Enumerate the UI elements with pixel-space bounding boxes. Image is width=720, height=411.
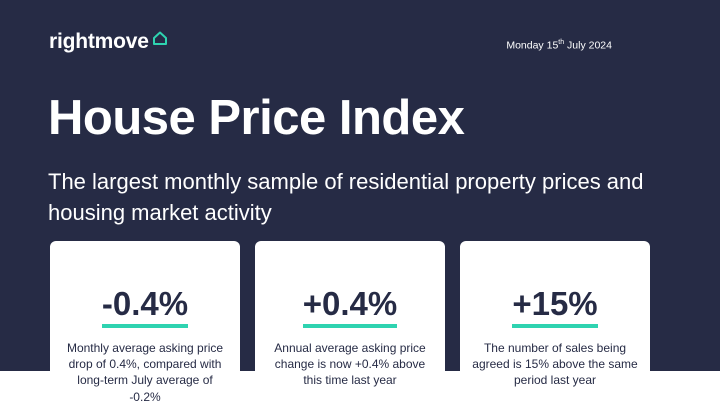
stat-value: +15% bbox=[512, 287, 598, 328]
stat-card-monthly: -0.4% Monthly average asking price drop … bbox=[50, 241, 240, 411]
rightmove-logo: rightmove bbox=[49, 30, 168, 54]
page-subtitle: The largest monthly sample of residentia… bbox=[48, 169, 644, 225]
stat-card-sales: +15% The number of sales being agreed is… bbox=[460, 241, 650, 411]
stat-description: The number of sales being agreed is 15% … bbox=[472, 341, 638, 388]
page-title: House Price Index bbox=[48, 91, 465, 145]
publication-date: Monday 15th July 2024 bbox=[506, 39, 612, 52]
house-outline-icon bbox=[152, 28, 168, 52]
stat-description: Monthly average asking price drop of 0.4… bbox=[66, 341, 224, 404]
stat-card-annual: +0.4% Annual average asking price change… bbox=[255, 241, 445, 411]
stat-description: Annual average asking price change is no… bbox=[274, 341, 426, 388]
date-ordinal: th bbox=[558, 39, 565, 46]
stat-value: +0.4% bbox=[302, 287, 398, 328]
date-day: Monday 15 bbox=[506, 39, 559, 52]
stat-value: -0.4% bbox=[101, 287, 189, 328]
logo-text: rightmove bbox=[49, 30, 149, 53]
date-month-year: July 2024 bbox=[564, 39, 612, 52]
